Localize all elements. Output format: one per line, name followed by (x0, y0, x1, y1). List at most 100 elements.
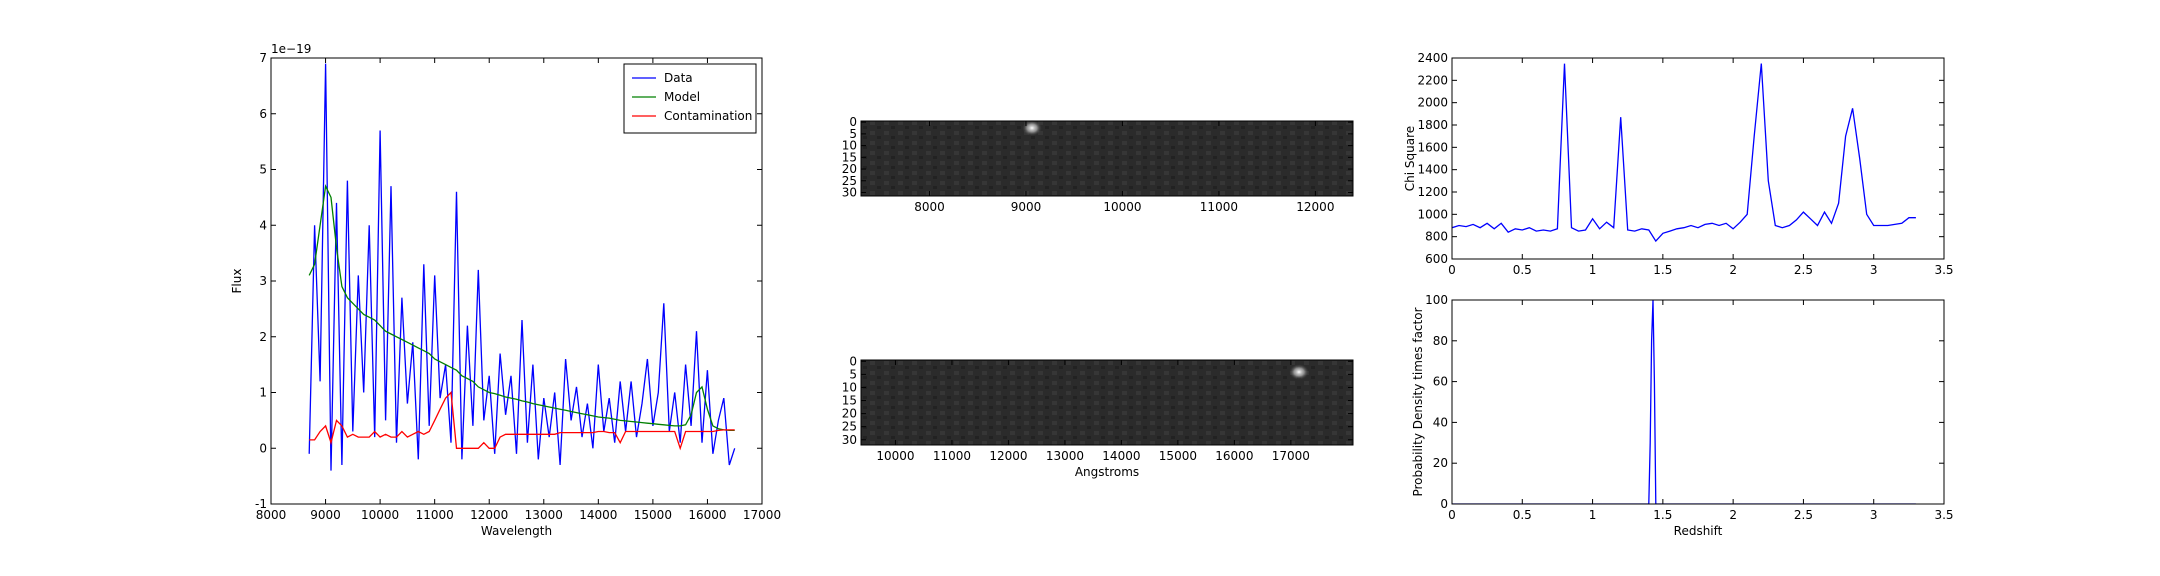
y-tick-label: 1400 (1417, 163, 1448, 177)
x-tick-label: 3.5 (1934, 263, 1953, 277)
x-tick-label: 0 (1448, 508, 1456, 522)
y-tick-label: 15 (842, 150, 857, 164)
x-tick-label: 12000 (470, 508, 508, 522)
y-tick-label: 6 (259, 107, 267, 121)
y-tick-label: 3 (259, 274, 267, 288)
image (861, 121, 1353, 196)
y-tick-label: 1000 (1417, 207, 1448, 221)
y-tick-label: 25 (842, 174, 857, 188)
y-tick-label: 2400 (1417, 51, 1448, 65)
y-tick-label: 0 (849, 115, 857, 129)
x-tick-label: 14000 (1102, 449, 1140, 463)
y-tick-label: 80 (1433, 334, 1448, 348)
x-tick-label: 11000 (933, 449, 971, 463)
y-tick-label: 2000 (1417, 96, 1448, 110)
y-axis-label: Chi Square (1403, 126, 1417, 191)
series-line (308, 63, 736, 471)
x-tick-label: 9000 (310, 508, 341, 522)
series-line (1452, 63, 1916, 243)
x-tick-label: 3 (1870, 263, 1878, 277)
x-tick-label: 0 (1448, 263, 1456, 277)
x-tick-label: 3 (1870, 508, 1878, 522)
y-tick-label: 2 (259, 330, 267, 344)
axes-frame (1451, 57, 1945, 260)
axes-frame (860, 359, 1354, 446)
y-tick-label: 40 (1433, 415, 1448, 429)
x-tick-label: 8000 (914, 200, 945, 214)
series-line (308, 183, 735, 432)
y-tick-label: 60 (1433, 375, 1448, 389)
y-tick-label: 30 (842, 185, 857, 199)
x-axis-label: Redshift (1674, 524, 1723, 538)
y-tick-label: 10 (842, 380, 857, 394)
y-tick-label: 800 (1425, 230, 1448, 244)
x-tick-label: 2.5 (1794, 508, 1813, 522)
y-tick-label: 0 (1440, 497, 1448, 511)
x-tick-label: 2 (1729, 508, 1737, 522)
x-tick-label: 1.5 (1653, 263, 1672, 277)
x-tick-label: 11000 (1200, 200, 1238, 214)
y-tick-label: 10 (842, 139, 857, 153)
y-tick-label: 0 (849, 354, 857, 368)
x-tick-label: 16000 (688, 508, 726, 522)
x-tick-label: 17000 (743, 508, 781, 522)
y-tick-label: 0 (259, 441, 267, 455)
y-axis-label: Probability Density times factor (1411, 307, 1425, 496)
series-line (1452, 300, 1916, 504)
legend-box (623, 63, 757, 134)
y-tick-label: 15 (842, 394, 857, 408)
x-tick-label: 11000 (416, 508, 454, 522)
x-tick-label: 10000 (361, 508, 399, 522)
y-tick-label: 4 (259, 218, 267, 232)
y-tick-label: 5 (259, 163, 267, 177)
y-tick-label: 20 (842, 407, 857, 421)
y-tick-label: 25 (842, 420, 857, 434)
y-tick-label: 5 (849, 367, 857, 381)
y-axis-label: Flux (230, 269, 244, 294)
y-tick-label: 20 (842, 162, 857, 176)
x-tick-label: 1 (1589, 263, 1597, 277)
axes-frame (860, 120, 1354, 197)
y-tick-label: 100 (1425, 293, 1448, 307)
x-tick-label: 12000 (989, 449, 1027, 463)
x-tick-label: 1 (1589, 508, 1597, 522)
y-tick-label: 1600 (1417, 140, 1448, 154)
x-tick-label: 2.5 (1794, 263, 1813, 277)
source-blob (1289, 364, 1309, 380)
x-axis-label: Wavelength (481, 524, 552, 538)
x-tick-label: 17000 (1272, 449, 1310, 463)
y-tick-label: -1 (255, 497, 267, 511)
panel: 10000 11000 12000 13000 14000 15000 16000 17000… (842, 354, 1354, 479)
y-tick-label: 30 (842, 433, 857, 447)
x-tick-label: 15000 (634, 508, 672, 522)
panel: 0 0.5 1 1.5 2 2.5 3 3.5 0 20 40 60 80 100 Redshift Prob… (1411, 293, 1954, 538)
y-tick-label: 1200 (1417, 185, 1448, 199)
x-tick-label: 0.5 (1513, 263, 1532, 277)
image (861, 360, 1353, 445)
x-tick-label: 9000 (1011, 200, 1042, 214)
legend-label: Data (664, 71, 693, 85)
y-tick-label: 1800 (1417, 118, 1448, 132)
x-tick-label: 1.5 (1653, 508, 1672, 522)
y-tick-label: 20 (1433, 456, 1448, 470)
panel: 8000 9000 10000 11000 12000 13000 14000 15000 16… (230, 42, 781, 538)
y-tick-label: 5 (849, 127, 857, 141)
y-tick-label: 2200 (1417, 73, 1448, 87)
x-tick-label: 12000 (1296, 200, 1334, 214)
x-tick-label: 13000 (1046, 449, 1084, 463)
x-tick-label: 0.5 (1513, 508, 1532, 522)
source-blob (1022, 120, 1042, 136)
x-tick-label: 2 (1729, 263, 1737, 277)
x-tick-label: 13000 (525, 508, 563, 522)
series-line (309, 391, 735, 451)
x-tick-label: 14000 (579, 508, 617, 522)
x-tick-label: 10000 (1103, 200, 1141, 214)
legend-label: Model (664, 90, 700, 104)
x-tick-label: 16000 (1215, 449, 1253, 463)
legend-label: Contamination (664, 109, 752, 123)
y-tick-label: 600 (1425, 252, 1448, 266)
x-tick-label: 10000 (876, 449, 914, 463)
y-tick-label: 1 (259, 386, 267, 400)
